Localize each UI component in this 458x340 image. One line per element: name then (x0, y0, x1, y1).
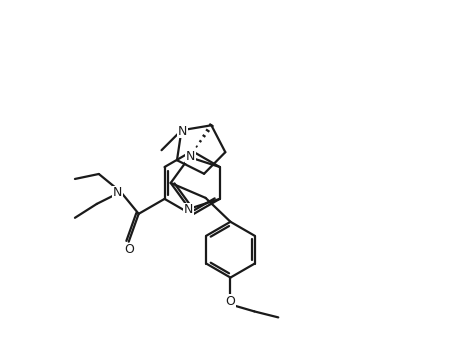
Text: N: N (184, 203, 193, 216)
Text: N: N (186, 150, 195, 163)
Text: O: O (124, 243, 134, 256)
Text: O: O (225, 295, 235, 308)
Text: N: N (178, 125, 187, 138)
Text: N: N (113, 186, 122, 199)
